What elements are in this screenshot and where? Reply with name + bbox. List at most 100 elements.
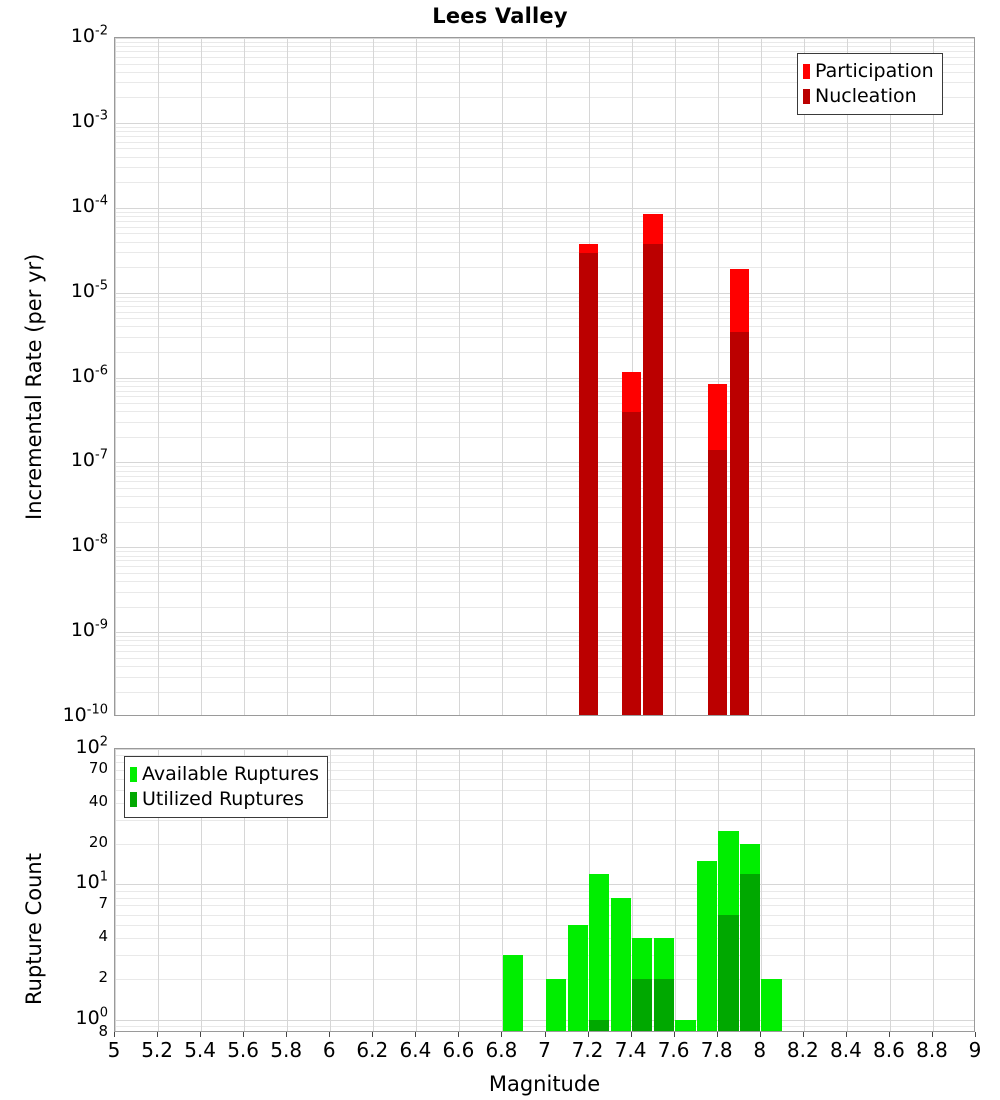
gridline-horizontal xyxy=(115,843,974,845)
gridline-horizontal xyxy=(115,292,974,294)
x-tick-mark xyxy=(587,1032,589,1037)
gridline-horizontal xyxy=(115,572,974,574)
x-tick-label: 5.2 xyxy=(141,1038,173,1062)
top-legend: Participation Nucleation xyxy=(797,53,943,115)
bar-nucleation xyxy=(643,244,663,715)
bar-available-ruptures xyxy=(503,955,524,1031)
bar-utilized-ruptures xyxy=(653,979,675,1031)
gridline-vertical xyxy=(933,749,934,1031)
gridline-vertical xyxy=(674,749,676,1031)
gridline-vertical xyxy=(760,749,762,1031)
x-tick-mark xyxy=(845,1032,847,1037)
gridline-horizontal xyxy=(115,38,974,39)
incremental-rate-plot xyxy=(114,37,975,716)
gridline-horizontal xyxy=(115,979,974,981)
gridline-vertical xyxy=(502,749,504,1031)
y-tick-label-minor: 40 xyxy=(88,791,108,810)
gridline-horizontal xyxy=(115,46,974,48)
gridline-horizontal xyxy=(115,691,974,693)
gridline-horizontal xyxy=(115,770,974,771)
gridline-vertical xyxy=(330,749,332,1031)
gridline-horizontal xyxy=(115,311,974,313)
gridline-vertical xyxy=(760,38,762,715)
gridline-horizontal xyxy=(115,396,974,398)
gridline-horizontal xyxy=(115,591,974,593)
gridline-horizontal xyxy=(115,131,974,133)
gridline-horizontal xyxy=(115,462,974,464)
x-tick-mark xyxy=(286,1032,288,1037)
gridline-horizontal xyxy=(115,938,974,940)
bar-available-ruptures xyxy=(610,897,631,1031)
legend-item: Participation xyxy=(803,59,934,84)
gridline-horizontal xyxy=(115,481,974,483)
gridline-vertical xyxy=(803,749,805,1031)
gridline-vertical xyxy=(674,38,676,715)
x-tick-label: 6.2 xyxy=(356,1038,389,1062)
gridline-horizontal xyxy=(115,252,974,254)
gridline-horizontal xyxy=(115,496,974,498)
gridline-horizontal xyxy=(115,156,974,158)
y-tick-label-minor: 8 xyxy=(98,1022,108,1040)
x-tick-mark xyxy=(673,1032,675,1037)
gridline-horizontal xyxy=(115,925,974,927)
bar-utilized-ruptures xyxy=(632,979,653,1031)
gridline-horizontal xyxy=(115,555,974,557)
legend-swatch-icon xyxy=(130,767,137,782)
y-tick-label: 10-6 xyxy=(70,363,108,387)
gridline-vertical xyxy=(631,749,633,1031)
legend-item: Nucleation xyxy=(803,84,934,109)
gridline-horizontal xyxy=(115,211,974,213)
gridline-horizontal xyxy=(115,560,974,562)
x-tick-label: 8.4 xyxy=(829,1038,862,1062)
bar-available-ruptures xyxy=(546,979,567,1031)
y-tick-label: 10-7 xyxy=(70,448,108,472)
gridline-horizontal xyxy=(115,914,974,916)
gridline-horizontal xyxy=(115,216,974,217)
gridline-vertical xyxy=(502,38,504,715)
y-tick-label: 102 xyxy=(75,734,108,758)
gridline-horizontal xyxy=(115,676,974,678)
y-tick-label: 10-9 xyxy=(70,617,108,642)
gridline-horizontal xyxy=(115,819,974,821)
gridline-horizontal xyxy=(115,640,974,642)
bar-available-ruptures xyxy=(761,979,782,1031)
bar-available-ruptures xyxy=(567,925,588,1031)
gridline-horizontal xyxy=(115,411,974,413)
x-tick-mark xyxy=(630,1032,632,1037)
bar-utilized-ruptures xyxy=(589,1019,610,1031)
gridline-horizontal xyxy=(115,136,974,137)
gridline-vertical xyxy=(244,749,246,1031)
bar-available-ruptures xyxy=(675,1019,696,1031)
x-tick-mark xyxy=(716,1032,718,1037)
x-tick-label: 8 xyxy=(753,1038,767,1062)
gridline-horizontal xyxy=(115,182,974,184)
x-tick-mark xyxy=(501,1032,503,1037)
gridline-vertical xyxy=(933,38,934,715)
x-tick-mark xyxy=(114,1032,115,1037)
x-tick-label: 9 xyxy=(968,1038,982,1062)
gridline-horizontal xyxy=(115,755,974,757)
x-tick-label: 7.4 xyxy=(614,1038,647,1062)
gridline-horizontal xyxy=(115,41,974,43)
gridline-horizontal xyxy=(115,521,974,523)
y-tick-label: 10-5 xyxy=(70,278,108,302)
x-tick-mark xyxy=(932,1032,933,1037)
x-tick-label: 5.6 xyxy=(227,1038,259,1062)
gridline-horizontal xyxy=(115,267,974,269)
x-tick-label: 5 xyxy=(107,1038,121,1062)
x-tick-label: 5.8 xyxy=(270,1038,303,1062)
y-tick-label: 10-3 xyxy=(70,108,108,132)
gridline-horizontal xyxy=(115,466,974,468)
x-tick-mark xyxy=(802,1032,804,1037)
y-tick-label-minor: 2 xyxy=(98,968,108,987)
gridline-horizontal xyxy=(115,421,974,423)
legend-item: Available Ruptures xyxy=(130,762,319,787)
gridline-horizontal xyxy=(115,352,974,353)
gridline-vertical xyxy=(545,38,547,715)
gridline-horizontal xyxy=(115,390,974,392)
gridline-horizontal xyxy=(115,547,974,549)
gridline-horizontal xyxy=(115,296,974,298)
gridline-horizontal xyxy=(115,63,974,65)
gridline-horizontal xyxy=(115,220,974,222)
gridline-horizontal xyxy=(115,749,974,750)
